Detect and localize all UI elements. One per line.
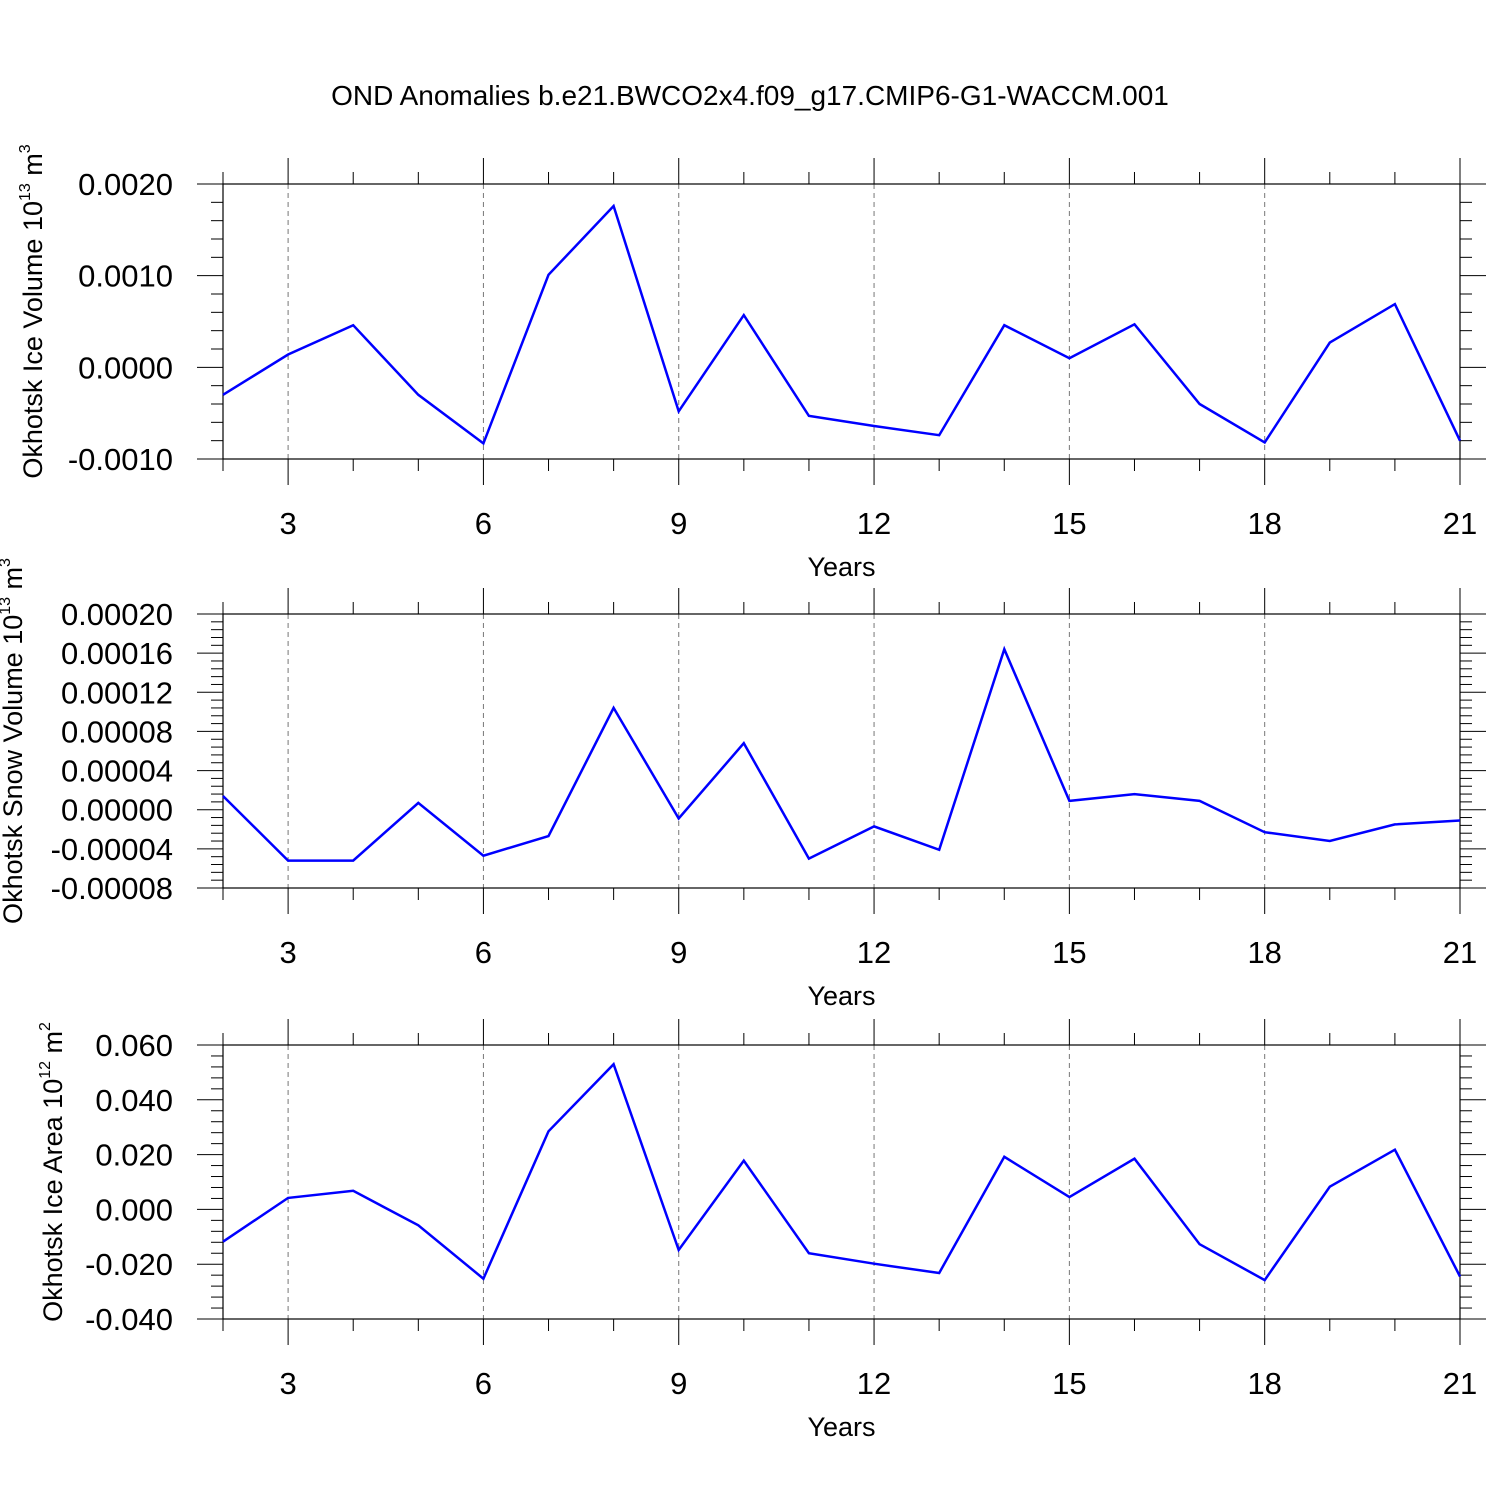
y-tick-label: -0.00008: [51, 871, 173, 906]
y-tick-label: 0.00016: [61, 636, 173, 671]
y-axis-title-unit-exponent: 3: [0, 558, 14, 567]
y-tick-label: -0.020: [85, 1247, 173, 1282]
x-axis-title: Years: [807, 1412, 875, 1442]
y-tick-label: 0.00008: [61, 714, 173, 749]
y-axis-title-text: Okhotsk Ice Area 10: [38, 1079, 68, 1322]
plot-frame: [222, 1044, 1461, 1320]
x-tick-label: 6: [475, 935, 492, 970]
y-axis-title: Okhotsk Ice Area 1012 m2: [37, 1022, 68, 1322]
y-axis-title-unit: m: [38, 1031, 68, 1061]
x-tick-label: 15: [1052, 935, 1086, 970]
x-tick-label: 3: [279, 506, 296, 541]
x-tick-label: 18: [1247, 506, 1281, 541]
x-tick-label: 15: [1052, 1366, 1086, 1401]
series-line: [222, 203, 1462, 446]
y-tick-label: 0.0000: [78, 350, 173, 385]
x-tick-label: 18: [1247, 1366, 1281, 1401]
y-axis-title-unit-exponent: 3: [17, 144, 34, 153]
y-axis-title-text: Okhotsk Snow Volume 10: [0, 615, 28, 924]
plot-frame: [222, 613, 1461, 889]
y-tick-label: 0.060: [95, 1028, 173, 1063]
x-tick-label: 9: [670, 1366, 687, 1401]
y-tick-label: 0.0020: [78, 167, 173, 202]
y-axis-title-exponent: 12: [37, 1061, 54, 1079]
y-axis-title-unit-exponent: 2: [37, 1022, 54, 1031]
y-axis-title-exponent: 13: [17, 183, 34, 201]
figure-title: OND Anomalies b.e21.BWCO2x4.f09_g17.CMIP…: [331, 80, 1169, 111]
y-tick-label: 0.000: [95, 1192, 173, 1227]
y-tick-label: 0.00012: [61, 675, 173, 710]
x-axis-title: Years: [807, 552, 875, 582]
x-tick-label: 9: [670, 506, 687, 541]
panel-1: 3 6 9 12 15 18 21 -0.0010 0.0000 0.0010 0.0020 Year…: [17, 144, 1486, 582]
x-tick-label: 18: [1247, 935, 1281, 970]
y-tick-label: -0.00004: [51, 832, 173, 867]
panel-2: 3 6 9 12 15 18 21 -0.00008 -0.00004 0.00000 0.0000…: [0, 558, 1486, 1011]
x-tick-label: 21: [1443, 935, 1477, 970]
y-axis-title-unit: m: [18, 153, 48, 183]
y-tick-label: 0.00000: [61, 793, 173, 828]
y-tick-label: 0.040: [95, 1083, 173, 1118]
y-axis-title-text: Okhotsk Ice Volume 10: [18, 201, 48, 479]
x-tick-label: 15: [1052, 506, 1086, 541]
x-tick-label: 12: [857, 506, 891, 541]
x-tick-label: 21: [1443, 506, 1477, 541]
x-tick-label: 12: [857, 1366, 891, 1401]
x-tick-label: 3: [279, 1366, 296, 1401]
series-line: [222, 1061, 1462, 1282]
y-axis-title: Okhotsk Snow Volume 1013 m3: [0, 558, 28, 924]
y-axis-title-exponent: 13: [0, 597, 14, 615]
y-axis-title-unit: m: [0, 567, 28, 597]
x-tick-label: 21: [1443, 1366, 1477, 1401]
series-line: [222, 645, 1461, 862]
y-tick-label: 0.00004: [61, 754, 173, 789]
y-tick-label: -0.040: [85, 1302, 173, 1337]
y-tick-label: -0.0010: [68, 442, 173, 477]
x-tick-label: 9: [670, 935, 687, 970]
x-tick-label: 12: [857, 935, 891, 970]
y-tick-label: 0.0010: [78, 259, 173, 294]
panel-3: 3 6 9 12 15 18 21 -0.040 -0.020 0.000 0.020 0.040 0.…: [37, 1019, 1486, 1442]
x-tick-label: 6: [475, 506, 492, 541]
y-axis-title: Okhotsk Ice Volume 1013 m3: [17, 144, 48, 478]
y-tick-label: 0.020: [95, 1138, 173, 1173]
y-tick-label: 0.00020: [61, 597, 173, 632]
x-tick-label: 3: [279, 935, 296, 970]
plot-frame: [222, 183, 1461, 460]
x-axis-title: Years: [807, 981, 875, 1011]
x-tick-label: 6: [475, 1366, 492, 1401]
